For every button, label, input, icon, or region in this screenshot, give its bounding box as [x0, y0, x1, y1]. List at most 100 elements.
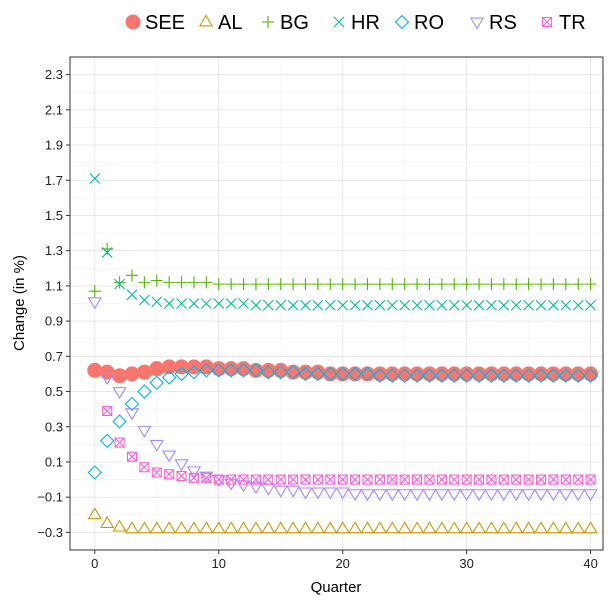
data-point-see	[136, 364, 152, 380]
data-point-bg	[113, 276, 126, 289]
data-point-al	[149, 521, 164, 534]
legend-item-bg: BG	[262, 12, 309, 34]
data-point-ro	[347, 366, 363, 382]
data-point-bg	[584, 278, 597, 291]
data-point-hr	[312, 299, 324, 311]
data-point-tr	[126, 451, 138, 462]
legend-key-hr	[333, 16, 345, 28]
data-point-rs	[385, 489, 400, 502]
data-point-bg	[411, 278, 424, 291]
data-point-rs	[298, 487, 313, 500]
data-point-hr	[324, 299, 336, 311]
data-point-tr	[139, 462, 150, 473]
legend-label: TR	[559, 12, 586, 34]
data-point-rs	[211, 475, 226, 488]
data-point-tr	[300, 474, 311, 485]
data-point-rs	[397, 489, 412, 502]
data-point-tr	[151, 467, 162, 478]
data-point-tr	[560, 474, 571, 485]
data-point-rs	[372, 489, 388, 502]
data-point-rs	[422, 489, 437, 502]
data-point-al	[100, 516, 115, 529]
data-point-rs	[459, 489, 474, 502]
legend-item-hr: HR	[333, 12, 380, 34]
data-point-rs	[447, 489, 462, 502]
data-point-hr	[473, 299, 485, 311]
y-tick-label: 1.1	[45, 278, 63, 293]
data-point-rs	[273, 485, 288, 498]
data-point-hr	[486, 299, 497, 311]
legend-label: BG	[280, 12, 309, 34]
data-point-tr	[114, 437, 125, 448]
data-point-see	[335, 366, 351, 382]
data-point-ro	[558, 368, 574, 383]
data-point-ro	[335, 366, 350, 382]
x-tick-label: 0	[91, 556, 98, 571]
data-point-ro	[471, 368, 487, 383]
data-point-tr	[288, 474, 299, 485]
y-tick-label: 0.1	[45, 454, 63, 469]
data-point-tr	[399, 474, 410, 485]
data-point-ro	[533, 368, 549, 383]
data-point-bg	[299, 278, 312, 291]
data-point-bg	[497, 278, 510, 291]
data-point-rs	[149, 439, 164, 452]
data-point-hr	[238, 298, 249, 309]
data-point-bg	[373, 278, 386, 291]
data-point-rs	[199, 471, 214, 484]
data-point-bg	[237, 278, 250, 291]
legend-item-al: AL	[198, 12, 242, 34]
data-point-hr	[386, 299, 398, 311]
data-point-hr	[399, 299, 411, 311]
data-point-al	[112, 519, 127, 532]
data-point-hr	[213, 298, 225, 309]
data-point-see	[359, 366, 375, 382]
data-point-al	[533, 521, 549, 534]
data-point-tr	[498, 474, 509, 485]
data-point-hr	[461, 299, 473, 311]
data-point-ro	[484, 368, 499, 383]
data-point-al	[273, 521, 288, 534]
y-tick-label: 1.5	[45, 208, 63, 223]
data-point-al	[323, 521, 338, 534]
data-point-see	[347, 366, 363, 382]
data-point-hr	[436, 299, 448, 311]
data-point-bg	[336, 278, 349, 291]
data-point-tr	[374, 474, 385, 485]
data-point-al	[137, 521, 152, 534]
data-point-al	[199, 521, 214, 534]
data-point-ro	[199, 363, 214, 378]
data-point-al	[186, 521, 202, 534]
data-point-al	[447, 521, 462, 534]
data-point-ro	[546, 368, 561, 383]
data-point-bg	[485, 278, 498, 291]
data-point-al	[124, 521, 140, 534]
data-point-hr	[200, 298, 212, 309]
data-point-see	[161, 359, 177, 375]
data-point-bg	[274, 278, 287, 291]
data-point-ro	[385, 368, 400, 383]
legend-label: SEE	[145, 12, 185, 34]
data-point-tr	[263, 474, 274, 485]
data-point-tr	[424, 474, 435, 485]
y-tick-label: 1.7	[45, 173, 63, 188]
series-tr	[102, 405, 596, 485]
data-point-rs	[124, 408, 140, 421]
data-point-al	[422, 521, 437, 534]
data-point-bg	[572, 278, 585, 291]
data-point-bg	[88, 285, 101, 298]
data-point-rs	[112, 387, 127, 400]
data-point-al	[385, 521, 400, 534]
data-point-see	[248, 362, 264, 378]
data-point-rs	[323, 487, 338, 500]
data-point-bg	[473, 278, 486, 291]
data-point-tr	[226, 474, 237, 485]
data-point-rs	[571, 489, 586, 502]
data-point-hr	[138, 294, 150, 306]
data-point-bg	[200, 276, 213, 289]
legend-label: RO	[414, 12, 444, 34]
data-point-see	[322, 366, 338, 382]
y-tick-label: 1.9	[45, 138, 63, 153]
data-point-ro	[422, 368, 437, 383]
data-point-rs	[236, 480, 251, 493]
